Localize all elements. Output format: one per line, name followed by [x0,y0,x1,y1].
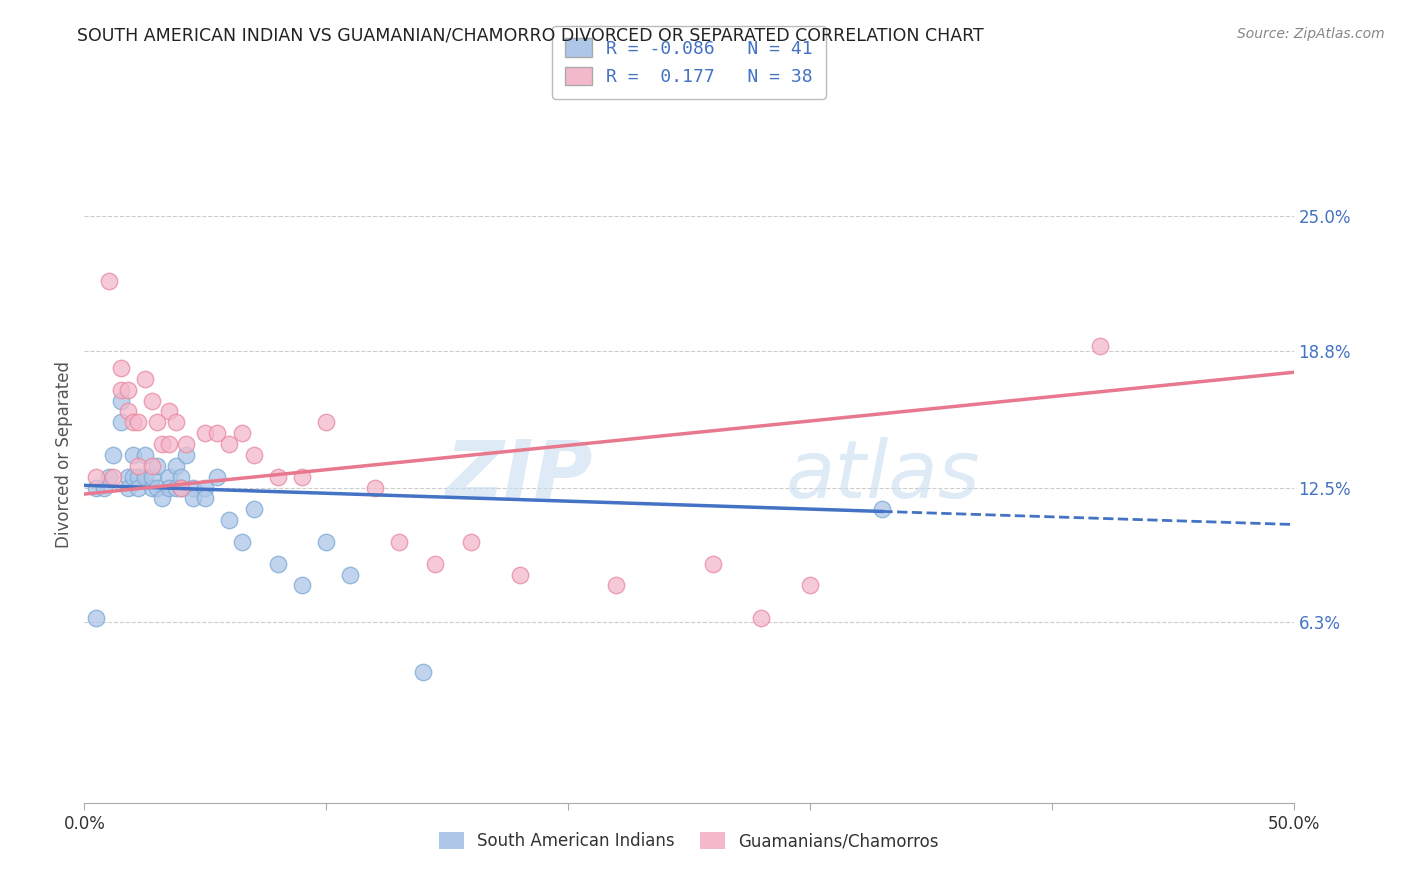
Point [86,481,108,495]
Point [170,481,193,495]
Point [339,567,361,582]
Point [412,665,434,680]
Point [141,481,163,495]
Point [174,437,197,451]
Point [751,611,773,625]
Point [146,481,169,495]
Point [315,534,337,549]
Point [121,448,143,462]
Point [207,469,229,483]
Point [267,557,290,571]
Point [121,415,143,429]
Point [146,458,169,473]
Point [141,458,163,473]
Point [134,448,156,462]
Point [242,448,264,462]
Point [117,404,139,418]
Legend: South American Indians, Guamanians/Chamorros: South American Indians, Guamanians/Chamo… [433,826,945,857]
Point [146,415,169,429]
Point [170,481,193,495]
Text: atlas: atlas [786,437,980,515]
Point [872,502,894,516]
Point [127,481,149,495]
Point [150,491,173,506]
Point [363,481,385,495]
Point [141,469,163,483]
Point [86,469,108,483]
Point [93,481,115,495]
Point [423,557,446,571]
Point [267,469,290,483]
Point [165,481,187,495]
Point [117,383,139,397]
Point [1088,339,1111,353]
Point [157,481,180,495]
Point [194,426,217,441]
Point [242,502,264,516]
Point [194,491,217,506]
Point [97,469,120,483]
Point [194,481,217,495]
Point [121,469,143,483]
Point [315,415,337,429]
Point [86,611,108,625]
Text: ZIP: ZIP [444,437,592,515]
Point [231,534,253,549]
Point [799,578,821,592]
Point [134,469,156,483]
Point [157,404,180,418]
Point [207,426,229,441]
Point [110,360,132,375]
Point [110,393,132,408]
Point [103,448,125,462]
Point [291,578,314,592]
Point [150,437,173,451]
Point [181,481,204,495]
Point [174,448,197,462]
Point [157,437,180,451]
Point [110,383,132,397]
Point [460,534,482,549]
Point [388,534,411,549]
Point [218,513,240,527]
Point [231,426,253,441]
Point [605,578,627,592]
Point [165,415,187,429]
Point [127,415,149,429]
Point [127,469,149,483]
Point [103,469,125,483]
Text: SOUTH AMERICAN INDIAN VS GUAMANIAN/CHAMORRO DIVORCED OR SEPARATED CORRELATION CH: SOUTH AMERICAN INDIAN VS GUAMANIAN/CHAMO… [77,27,984,45]
Text: Source: ZipAtlas.com: Source: ZipAtlas.com [1237,27,1385,41]
Point [157,469,180,483]
Point [97,274,120,288]
Point [170,469,193,483]
Point [702,557,724,571]
Point [509,567,531,582]
Point [117,481,139,495]
Point [218,437,240,451]
Point [134,372,156,386]
Point [141,393,163,408]
Point [110,415,132,429]
Point [181,491,204,506]
Point [165,458,187,473]
Point [127,458,149,473]
Y-axis label: Divorced or Separated: Divorced or Separated [55,361,73,549]
Point [291,469,314,483]
Point [117,469,139,483]
